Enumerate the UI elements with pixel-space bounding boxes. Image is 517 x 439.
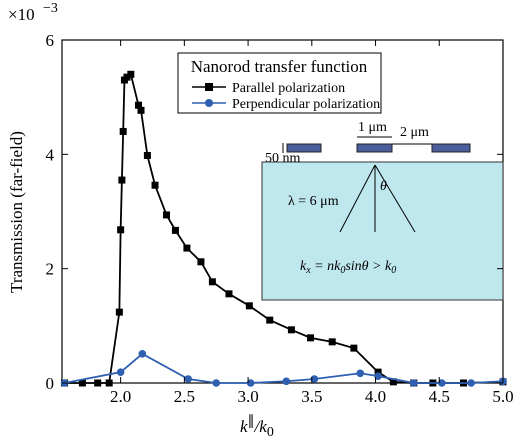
data-point: [143, 151, 151, 159]
legend-label: Perpendicular polarization: [232, 97, 380, 112]
x-tick-label: 4.0: [365, 387, 386, 406]
inset-label: 2 μm: [400, 125, 429, 140]
inset-label: 1 μm: [358, 120, 387, 135]
nanorod: [286, 143, 322, 153]
y-multiplier: ×10 −3: [8, 1, 58, 24]
y-tick-label: 2: [46, 260, 55, 279]
rel-part: x: [305, 265, 311, 276]
data-point: [118, 176, 126, 184]
rel-part: = nk: [311, 259, 341, 274]
data-point: [374, 372, 382, 380]
ray: [339, 164, 376, 233]
x-tick-label: 5.0: [492, 387, 513, 406]
x-label-k: k: [240, 417, 248, 436]
inset-diagram: 1 μm 2 μm 50 nm λ = 6 μm θ kx = nk0sinθ …: [261, 120, 504, 301]
multiplier-base: ×10: [8, 5, 35, 24]
data-point: [197, 258, 205, 266]
data-point: [389, 378, 397, 386]
data-point: [356, 369, 365, 378]
multiplier-exponent: −3: [43, 1, 58, 16]
y-tick-label: 0: [46, 374, 55, 393]
data-point: [137, 106, 145, 114]
data-point: [350, 344, 358, 352]
series-line: [64, 352, 504, 384]
data-point: [287, 326, 295, 334]
data-point: [266, 316, 274, 324]
ray: [374, 164, 416, 233]
legend-label: Parallel polarization: [232, 81, 345, 96]
data-point: [246, 379, 255, 387]
data-point: [374, 368, 382, 376]
legend-marker: [205, 99, 213, 107]
nanorod: [356, 143, 393, 153]
data-point: [119, 127, 127, 135]
y-axis-label: Transmission (far-field): [7, 131, 26, 293]
data-point: [225, 290, 233, 298]
x-label-sub: 0: [267, 425, 274, 439]
data-point: [163, 211, 171, 219]
inset-label: λ = 6 μm: [288, 194, 339, 209]
x-axis-label: k∥/k0: [240, 414, 274, 439]
data-point: [212, 379, 221, 387]
data-point: [245, 302, 253, 310]
data-point: [208, 278, 216, 286]
rel-part: 0: [340, 265, 345, 276]
inset-label: 50 nm: [265, 151, 301, 166]
y-tick-label: 6: [46, 31, 55, 50]
data-point: [94, 379, 102, 387]
y-tick-label: 4: [46, 145, 55, 164]
data-point: [467, 379, 475, 387]
data-point: [123, 73, 131, 81]
rel-part: 0: [391, 265, 396, 276]
x-label-sup: ∥: [248, 414, 255, 429]
data-point: [138, 350, 147, 358]
data-point: [171, 226, 179, 234]
data-point: [115, 308, 123, 316]
x-tick-label: 4.5: [429, 387, 450, 406]
data-point: [184, 375, 192, 383]
legend-marker: [205, 83, 213, 91]
data-point: [307, 334, 315, 342]
x-tick-label: 2.0: [110, 387, 131, 406]
data-point: [310, 375, 319, 383]
data-point: [151, 181, 159, 189]
x-tick-label: 3.0: [237, 387, 258, 406]
data-point: [438, 379, 446, 387]
data-point: [78, 379, 86, 387]
data-point: [328, 338, 336, 346]
data-point: [282, 377, 291, 386]
substrate: [261, 161, 504, 301]
data-point: [117, 226, 125, 234]
inset-relation: kx = nk0sinθ > k0: [300, 259, 396, 276]
legend-title: Nanorod transfer function: [191, 57, 368, 76]
data-point: [183, 244, 191, 252]
rel-part: sinθ > k: [345, 259, 392, 274]
data-point: [105, 379, 113, 387]
rel-part: k: [300, 259, 307, 274]
x-tick-label: 2.5: [174, 387, 195, 406]
legend: Nanorod transfer function Parallel polar…: [177, 52, 382, 114]
data-point: [116, 368, 125, 376]
x-label-mid: /k: [254, 417, 268, 436]
data-point: [134, 101, 142, 109]
inset-label: θ: [380, 179, 387, 194]
nanorod: [431, 143, 471, 153]
data-point: [409, 379, 418, 387]
x-tick-label: 3.5: [301, 387, 322, 406]
data-point: [127, 70, 135, 78]
